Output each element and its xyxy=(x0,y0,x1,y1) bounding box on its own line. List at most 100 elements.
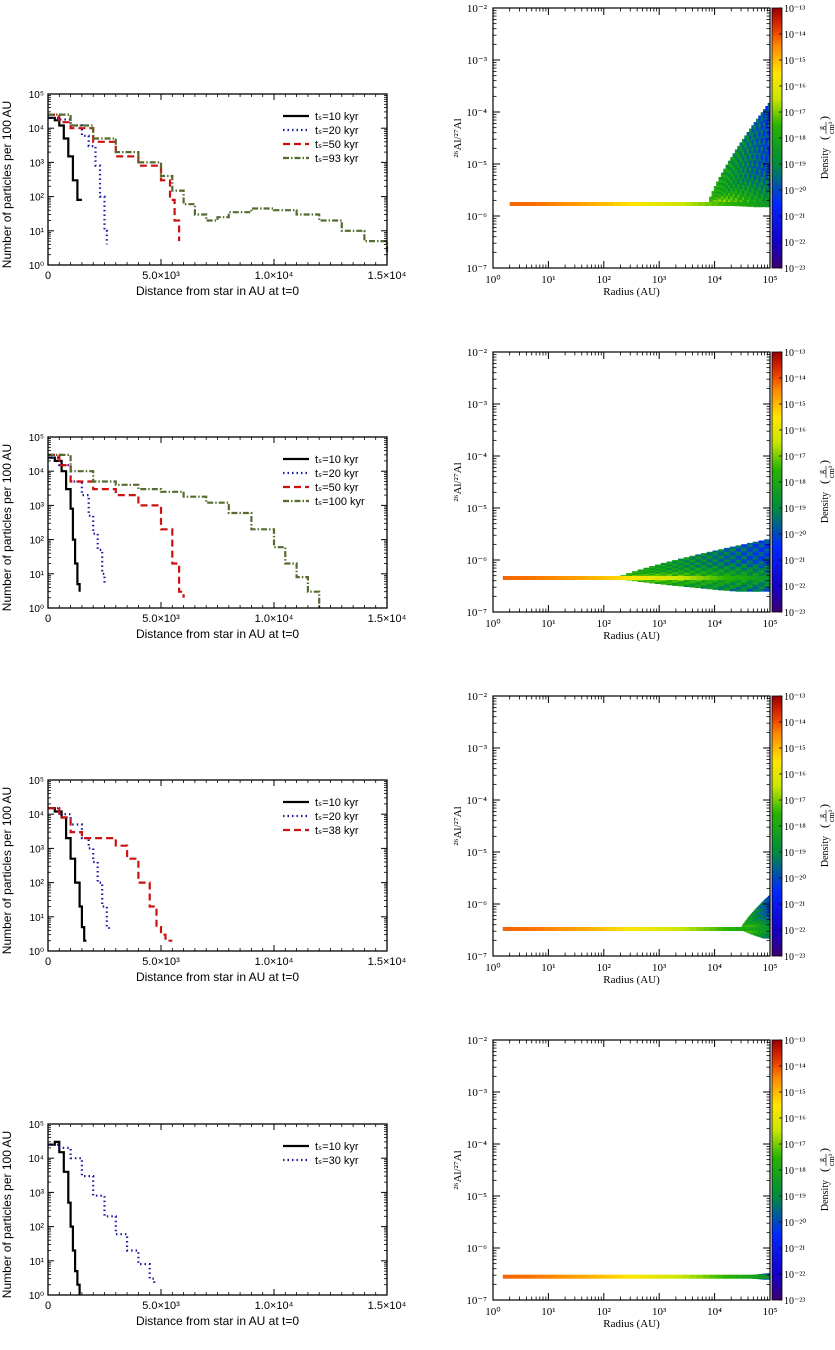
density-cell xyxy=(767,936,770,939)
density-cell xyxy=(758,540,765,544)
density-cell xyxy=(761,915,763,918)
density-cell xyxy=(724,561,731,564)
density-cell xyxy=(741,557,748,560)
y-axis-label: Number of particles per 100 AU xyxy=(0,1131,14,1298)
density-cell xyxy=(678,583,685,586)
density-cell xyxy=(730,179,733,182)
density-cell xyxy=(764,918,766,921)
density-cell xyxy=(746,192,750,197)
density-cell xyxy=(637,572,644,574)
density-cell xyxy=(760,921,762,924)
density-cell xyxy=(767,169,771,175)
density-cell xyxy=(766,917,769,920)
density-cell xyxy=(637,569,644,571)
density-band-segment xyxy=(736,927,744,931)
density-cell xyxy=(753,918,755,920)
density-cell xyxy=(723,188,726,191)
density-cell xyxy=(749,135,752,140)
density-cell xyxy=(720,200,724,203)
density-cell xyxy=(737,192,740,196)
density-cell xyxy=(713,196,717,198)
density-cell xyxy=(637,573,644,575)
density-cell xyxy=(701,572,708,575)
density-cell xyxy=(727,162,731,166)
density-cell xyxy=(724,580,731,584)
x-tick-label: 10⁴ xyxy=(707,1306,722,1318)
density-cell xyxy=(767,140,771,146)
y-tick-label: 10¹ xyxy=(30,1257,45,1268)
density-cell xyxy=(649,571,656,573)
density-cell xyxy=(749,932,752,934)
density-cell xyxy=(725,166,729,169)
x-tick-label: 10¹ xyxy=(541,274,555,286)
series-line-4 xyxy=(48,453,321,608)
density-cell xyxy=(765,142,768,148)
density-cell xyxy=(754,924,756,927)
series-line-1 xyxy=(48,116,82,201)
density-cell xyxy=(744,921,746,923)
density-cell xyxy=(758,556,765,560)
density-cell xyxy=(752,541,759,545)
density-cell xyxy=(727,199,731,202)
density-cell xyxy=(754,933,756,935)
density-cell xyxy=(739,159,743,163)
density-cell xyxy=(678,564,685,567)
density-cell xyxy=(749,916,752,918)
heatmap-panel-4: 10⁰ 10¹ 10² 10³ 10⁴ 10⁵10⁻⁷10⁻⁶10⁻⁵10⁻⁴10⁻³10… xyxy=(452,1035,835,1330)
density-cell xyxy=(706,551,713,554)
density-cell xyxy=(765,914,767,917)
density-band-segment xyxy=(562,1274,570,1279)
density-cell xyxy=(765,918,767,921)
density-cell xyxy=(749,921,752,923)
density-cell xyxy=(716,186,719,189)
x-tick-label: 10² xyxy=(597,274,612,286)
density-cell xyxy=(754,923,756,926)
density-cell xyxy=(706,560,713,563)
density-band-segment xyxy=(549,576,557,580)
density-cell xyxy=(767,173,771,179)
density-cell xyxy=(752,562,759,565)
density-cell xyxy=(764,904,766,907)
density-cell xyxy=(749,153,752,158)
density-band-segment xyxy=(576,576,584,580)
density-cell xyxy=(660,574,667,576)
density-cell xyxy=(727,181,731,184)
density-cell xyxy=(712,569,719,573)
density-cell xyxy=(666,573,673,575)
density-cell xyxy=(755,925,757,928)
y-tick-label: 10⁻⁵ xyxy=(466,159,487,171)
density-band-segment xyxy=(683,927,691,931)
density-cell xyxy=(760,163,764,169)
density-cell xyxy=(758,177,761,183)
density-cell xyxy=(718,198,722,201)
density-cell xyxy=(655,570,662,572)
density-cell xyxy=(734,182,738,186)
density-cell xyxy=(758,123,761,129)
density-cell xyxy=(735,549,742,553)
density-band-segment xyxy=(676,927,684,931)
density-cell xyxy=(767,107,771,113)
density-cell xyxy=(712,562,719,565)
density-cell xyxy=(689,560,696,562)
density-cell xyxy=(765,124,768,130)
density-band-segment xyxy=(616,576,624,580)
density-cell xyxy=(718,199,722,202)
density-cell xyxy=(748,922,751,924)
density-cell xyxy=(764,541,771,545)
density-cell xyxy=(732,165,736,168)
density-cell xyxy=(754,930,756,933)
density-cell xyxy=(706,556,713,559)
density-cell xyxy=(712,561,719,564)
x-tick-label: 10⁰ xyxy=(485,1306,501,1318)
density-cell xyxy=(756,162,759,168)
density-cell xyxy=(683,573,690,575)
series-line-2 xyxy=(48,1143,156,1285)
density-cell xyxy=(706,563,713,566)
density-cell xyxy=(758,910,761,913)
density-cell xyxy=(678,569,685,572)
density-cell xyxy=(735,570,742,573)
density-cell xyxy=(752,930,754,932)
density-cell xyxy=(766,925,769,928)
density-cell xyxy=(757,915,760,918)
density-band-segment xyxy=(736,576,744,580)
